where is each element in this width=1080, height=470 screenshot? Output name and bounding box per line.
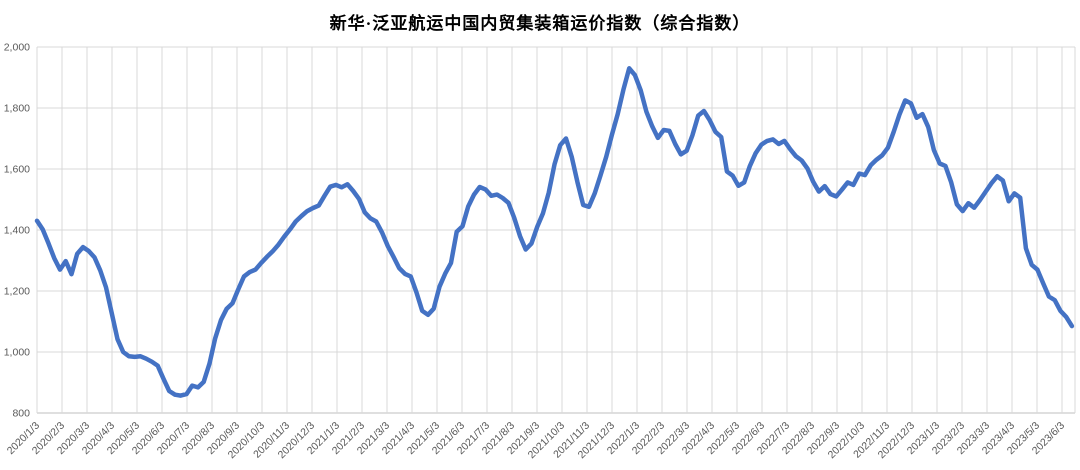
horizontal-gridlines <box>37 46 1075 414</box>
series-line-综合指数 <box>34 66 1075 398</box>
y-axis-tick-label: 1,600 <box>4 164 30 176</box>
y-axis-tick-label: 1,400 <box>4 225 30 237</box>
y-axis-tick-labels: 800 1,000 1,200 1,400 1,600 1,800 2,000 <box>4 42 30 420</box>
y-axis-tick-label: 1,800 <box>4 103 30 115</box>
x-axis-tick-labels: 2020/1/32020/2/32020/3/32020/4/32020/5/3… <box>5 420 1067 462</box>
y-axis-tick-label: 1,200 <box>4 286 30 298</box>
index-line-series <box>34 66 1075 398</box>
chart-title: 新华·泛亚航运中国内贸集装箱运价指数（综合指数） <box>329 14 751 33</box>
vertical-gridlines <box>36 47 1076 413</box>
y-axis-tick-label: 800 <box>12 408 30 420</box>
y-axis-tick-label: 2,000 <box>4 42 30 54</box>
y-axis-tick-label: 1,000 <box>4 347 30 359</box>
